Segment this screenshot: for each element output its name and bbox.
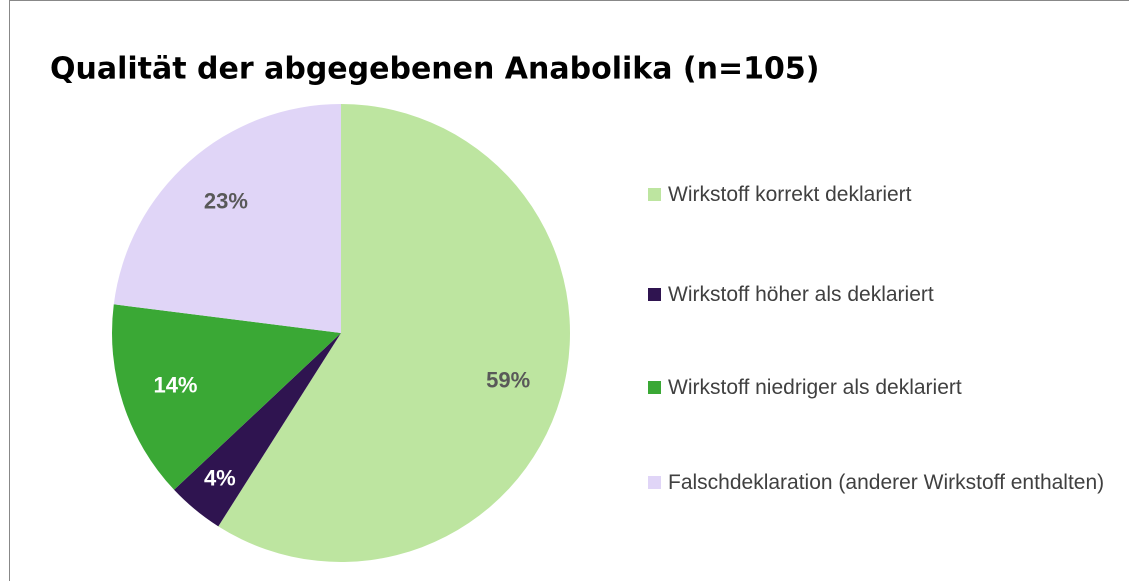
legend-swatch (648, 288, 661, 301)
chart-border (9, 0, 1129, 581)
data-label: 14% (153, 373, 197, 398)
data-label: 4% (204, 465, 236, 490)
legend-entry: Wirkstoff niedriger als deklariert (648, 374, 1108, 401)
pie-slice (113, 104, 342, 333)
legend-label: Wirkstoff niedriger als deklariert (668, 376, 962, 399)
legend-label: Falschdeklaration (anderer Wirkstoff ent… (668, 471, 1105, 494)
legend-swatch (648, 476, 661, 489)
legend-entry: Falschdeklaration (anderer Wirkstoff ent… (648, 469, 1108, 496)
pie-slice (218, 104, 571, 562)
data-label: 59% (486, 367, 530, 392)
legend-entry: Wirkstoff korrekt deklariert (648, 181, 1108, 208)
chart-title: Qualität der abgegebenen Anabolika (n=10… (50, 52, 819, 87)
legend-label: Wirkstoff korrekt deklariert (668, 183, 912, 206)
legend-swatch (648, 381, 661, 394)
pie-slice (174, 333, 341, 527)
pie-slice (111, 304, 341, 490)
legend-label: Wirkstoff höher als deklariert (668, 283, 934, 306)
legend-swatch (648, 188, 661, 201)
legend-entry: Wirkstoff höher als deklariert (648, 281, 1108, 308)
data-label: 23% (204, 188, 248, 213)
